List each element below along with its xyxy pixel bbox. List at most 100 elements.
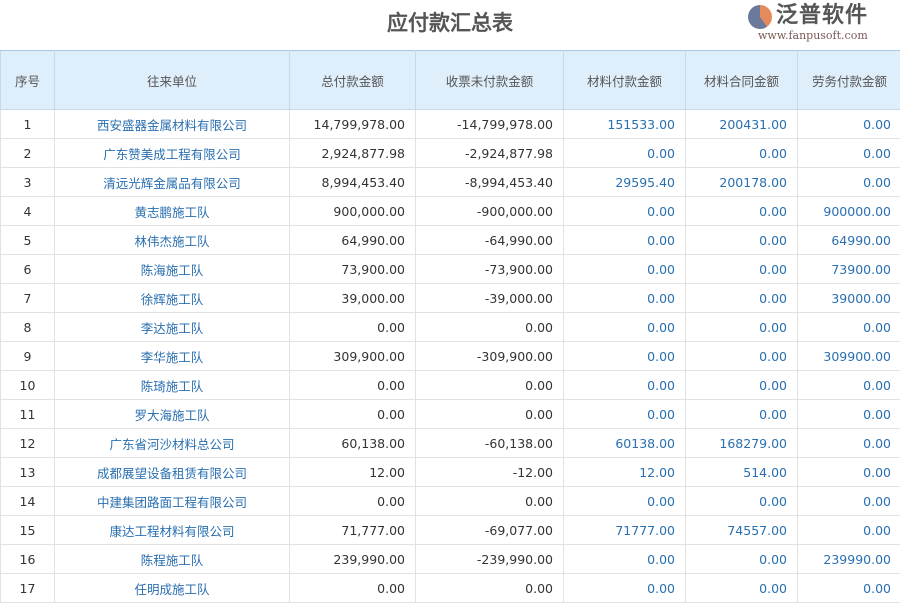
cell-invoiced-unpaid: -69,077.00 [416, 516, 564, 545]
cell-labor-paid: 0.00 [798, 516, 900, 545]
cell-partner[interactable]: 林伟杰施工队 [55, 226, 290, 255]
cell-invoiced-unpaid: -900,000.00 [416, 197, 564, 226]
cell-partner[interactable]: 李达施工队 [55, 313, 290, 342]
cell-invoiced-unpaid: -39,000.00 [416, 284, 564, 313]
cell-material-contract: 0.00 [686, 400, 798, 429]
header-col-invoiced-unpaid[interactable]: 收票未付款金额 [416, 51, 564, 110]
cell-invoiced-unpaid: -8,994,453.40 [416, 168, 564, 197]
cell-material-paid: 29595.40 [564, 168, 686, 197]
cell-invoiced-unpaid: -239,990.00 [416, 545, 564, 574]
cell-index: 8 [1, 313, 55, 342]
cell-partner[interactable]: 中建集团路面工程有限公司 [55, 487, 290, 516]
cell-labor-paid: 0.00 [798, 139, 900, 168]
cell-material-paid: 0.00 [564, 400, 686, 429]
cell-partner[interactable]: 黄志鹏施工队 [55, 197, 290, 226]
cell-material-contract: 0.00 [686, 371, 798, 400]
cell-partner[interactable]: 任明成施工队 [55, 574, 290, 603]
cell-total-paid: 2,924,877.98 [290, 139, 416, 168]
cell-total-paid: 39,000.00 [290, 284, 416, 313]
cell-total-paid: 0.00 [290, 400, 416, 429]
header-col-material-contract[interactable]: 材料合同金额 [686, 51, 798, 110]
cell-total-paid: 309,900.00 [290, 342, 416, 371]
cell-material-contract: 0.00 [686, 313, 798, 342]
cell-material-contract: 0.00 [686, 255, 798, 284]
cell-total-paid: 239,990.00 [290, 545, 416, 574]
cell-invoiced-unpaid: -12.00 [416, 458, 564, 487]
cell-labor-paid: 64990.00 [798, 226, 900, 255]
header-col-labor-paid[interactable]: 劳务付款金额 [798, 51, 900, 110]
cell-material-contract: 0.00 [686, 139, 798, 168]
cell-partner[interactable]: 成都展望设备租赁有限公司 [55, 458, 290, 487]
cell-invoiced-unpaid: -64,990.00 [416, 226, 564, 255]
cell-material-contract: 74557.00 [686, 516, 798, 545]
header-col-material-paid[interactable]: 材料付款金额 [564, 51, 686, 110]
cell-partner[interactable]: 西安盛器金属材料有限公司 [55, 110, 290, 139]
cell-material-contract: 0.00 [686, 487, 798, 516]
cell-partner[interactable]: 徐辉施工队 [55, 284, 290, 313]
cell-labor-paid: 309900.00 [798, 342, 900, 371]
cell-total-paid: 0.00 [290, 313, 416, 342]
cell-material-paid: 0.00 [564, 574, 686, 603]
cell-index: 3 [1, 168, 55, 197]
cell-material-contract: 0.00 [686, 342, 798, 371]
cell-invoiced-unpaid: -60,138.00 [416, 429, 564, 458]
cell-material-paid: 0.00 [564, 284, 686, 313]
cell-partner[interactable]: 陈程施工队 [55, 545, 290, 574]
cell-total-paid: 0.00 [290, 574, 416, 603]
cell-total-paid: 0.00 [290, 487, 416, 516]
cell-labor-paid: 0.00 [798, 429, 900, 458]
cell-partner[interactable]: 康达工程材料有限公司 [55, 516, 290, 545]
cell-partner[interactable]: 清远光辉金属品有限公司 [55, 168, 290, 197]
cell-index: 13 [1, 458, 55, 487]
cell-material-paid: 151533.00 [564, 110, 686, 139]
cell-material-contract: 0.00 [686, 574, 798, 603]
cell-partner[interactable]: 广东省河沙材料总公司 [55, 429, 290, 458]
cell-invoiced-unpaid: -73,900.00 [416, 255, 564, 284]
cell-material-paid: 12.00 [564, 458, 686, 487]
cell-total-paid: 71,777.00 [290, 516, 416, 545]
cell-material-contract: 168279.00 [686, 429, 798, 458]
cell-index: 11 [1, 400, 55, 429]
cell-partner[interactable]: 李华施工队 [55, 342, 290, 371]
cell-material-paid: 0.00 [564, 255, 686, 284]
cell-material-paid: 0.00 [564, 197, 686, 226]
cell-labor-paid: 0.00 [798, 168, 900, 197]
cell-partner[interactable]: 陈琦施工队 [55, 371, 290, 400]
cell-labor-paid: 0.00 [798, 313, 900, 342]
watermark-url: www.fanpusoft.com [758, 29, 898, 43]
cell-material-contract: 0.00 [686, 197, 798, 226]
cell-total-paid: 0.00 [290, 371, 416, 400]
cell-labor-paid: 39000.00 [798, 284, 900, 313]
header-col-index[interactable]: 序号 [1, 51, 55, 110]
cell-partner[interactable]: 陈海施工队 [55, 255, 290, 284]
cell-index: 2 [1, 139, 55, 168]
cell-material-paid: 0.00 [564, 313, 686, 342]
cell-partner[interactable]: 广东赞美成工程有限公司 [55, 139, 290, 168]
header-col-partner[interactable]: 往来单位 [55, 51, 290, 110]
cell-labor-paid: 0.00 [798, 371, 900, 400]
cell-material-contract: 0.00 [686, 284, 798, 313]
cell-total-paid: 8,994,453.40 [290, 168, 416, 197]
watermark-brand: 泛普软件 [776, 3, 898, 29]
header-col-total-paid[interactable]: 总付款金额 [290, 51, 416, 110]
cell-partner[interactable]: 罗大海施工队 [55, 400, 290, 429]
table-header-row: 序号往来单位总付款金额收票未付款金额材料付款金额材料合同金额劳务付款金额 [1, 51, 900, 110]
